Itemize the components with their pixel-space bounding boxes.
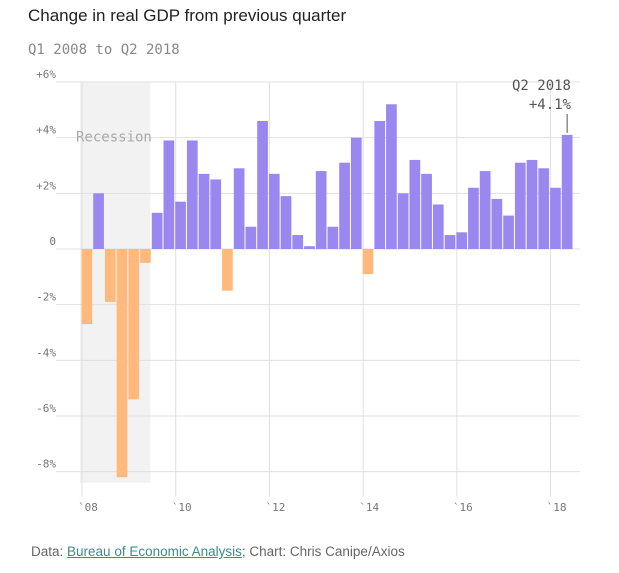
footer-credit: Chart: Chris Canipe/Axios <box>245 544 405 559</box>
x-tick-label: `08 <box>78 501 98 514</box>
y-tick-label: -2% <box>36 291 56 304</box>
bar <box>268 173 280 249</box>
y-tick-label: +4% <box>36 124 56 137</box>
gdp-bar-chart: +6% +4% +2% 0 -2% -4% -6% -8% `08 `10 `12 `14 `16 `1… <box>36 68 580 514</box>
bar <box>140 249 151 263</box>
bar <box>222 249 233 291</box>
bar <box>304 246 315 249</box>
bar <box>514 162 526 249</box>
bar <box>386 104 397 250</box>
chart-subtitle: Q1 2008 to Q2 2018 <box>28 42 180 58</box>
source-link[interactable]: Bureau of Economic Analysis <box>67 544 242 559</box>
bar <box>315 171 327 249</box>
bar <box>292 235 304 249</box>
bar <box>362 249 374 275</box>
recession-label: Recession <box>76 130 152 146</box>
chart-footer: Data: Bureau of Economic Analysis; Chart… <box>31 544 405 559</box>
footer-separator: ; <box>241 544 246 559</box>
x-tick-label: `16 <box>453 501 473 514</box>
bar <box>210 179 222 249</box>
bar <box>503 215 514 249</box>
x-tick-label: `10 <box>172 501 192 514</box>
x-tick-label: `14 <box>359 501 379 514</box>
bar <box>397 193 409 249</box>
x-tick-label: `18 <box>547 501 567 514</box>
y-tick-label: +6% <box>36 68 56 81</box>
bar <box>374 120 386 249</box>
bar <box>468 187 479 249</box>
bar <box>81 249 93 325</box>
x-tick-label: `12 <box>265 501 285 514</box>
bar <box>409 159 421 249</box>
bar <box>198 173 210 249</box>
bar <box>245 226 257 249</box>
annotation-period: Q2 2018 <box>512 78 571 94</box>
y-tick-label: 0 <box>49 235 56 248</box>
bar <box>350 137 362 249</box>
bar <box>327 226 339 249</box>
bar <box>233 168 245 249</box>
footer-data-prefix: Data: <box>31 544 68 559</box>
bar <box>421 173 432 249</box>
bar <box>561 134 573 249</box>
bar <box>444 235 456 249</box>
bar <box>163 140 175 249</box>
bar <box>432 204 444 249</box>
bar <box>257 120 268 249</box>
y-tick-label: -6% <box>36 402 56 415</box>
annotation-value: +4.1% <box>529 97 572 113</box>
bar <box>526 159 538 249</box>
bar <box>491 198 503 249</box>
bar <box>550 187 561 249</box>
chart-title: Change in real GDP from previous quarter <box>28 6 347 25</box>
bar <box>116 249 128 478</box>
bar <box>151 212 163 249</box>
bar <box>339 162 350 249</box>
bar <box>186 140 198 249</box>
bar <box>93 193 104 249</box>
bar <box>538 168 550 249</box>
bar <box>456 232 468 249</box>
y-tick-label: -8% <box>36 458 56 471</box>
y-tick-label: +2% <box>36 179 56 192</box>
bar <box>128 249 140 400</box>
bar <box>175 201 186 249</box>
y-tick-label: -4% <box>36 346 56 359</box>
bar <box>104 249 116 302</box>
bar <box>280 196 292 249</box>
bar <box>479 171 491 249</box>
